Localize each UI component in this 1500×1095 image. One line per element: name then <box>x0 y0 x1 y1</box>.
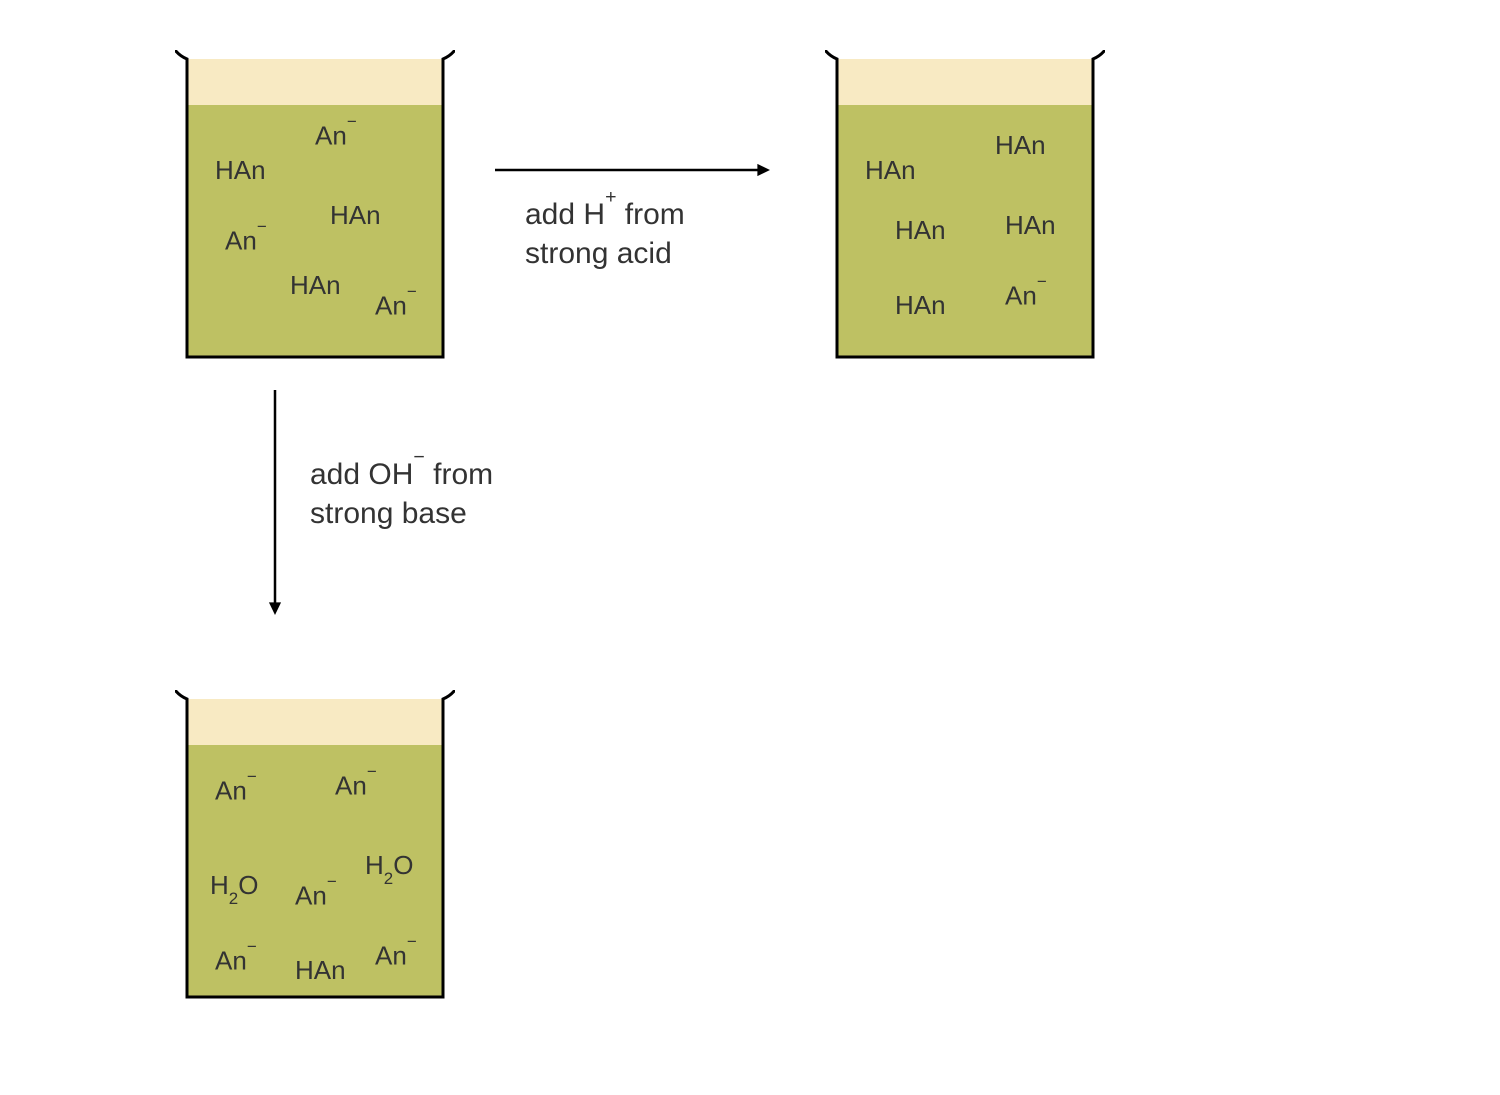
species-label: HAn <box>215 155 266 186</box>
species-label: An− <box>315 120 357 152</box>
species-label: An− <box>215 775 257 807</box>
species-label: HAn <box>330 200 381 231</box>
species-label: HAn <box>895 215 946 246</box>
species-label: HAn <box>1005 210 1056 241</box>
species-label: HAn <box>290 270 341 301</box>
beaker-initial: HAn An− HAn An− HAn An− <box>175 50 455 360</box>
arrow-base-label: add OH− fromstrong base <box>310 455 493 533</box>
species-label: HAn <box>895 290 946 321</box>
beaker-shape <box>825 50 1105 360</box>
beaker-acid_added: HAn HAn HAn HAn HAn An− <box>825 50 1105 360</box>
species-label: H2O <box>210 870 258 905</box>
species-label: HAn <box>295 955 346 986</box>
arrow-acid-label: add H+ fromstrong acid <box>525 195 685 273</box>
species-label: An− <box>1005 280 1047 312</box>
arrow-base <box>261 376 289 629</box>
species-label: An− <box>215 945 257 977</box>
arrow-acid <box>481 156 784 184</box>
species-label: An− <box>295 880 337 912</box>
species-label: An− <box>225 225 267 257</box>
species-label: HAn <box>865 155 916 186</box>
species-label: H2O <box>365 850 413 885</box>
species-label: An− <box>375 940 417 972</box>
beaker-base_added: An− An− H2O An− H2O An− HAn An− <box>175 690 455 1000</box>
species-label: HAn <box>995 130 1046 161</box>
species-label: An− <box>375 290 417 322</box>
species-label: An− <box>335 770 377 802</box>
